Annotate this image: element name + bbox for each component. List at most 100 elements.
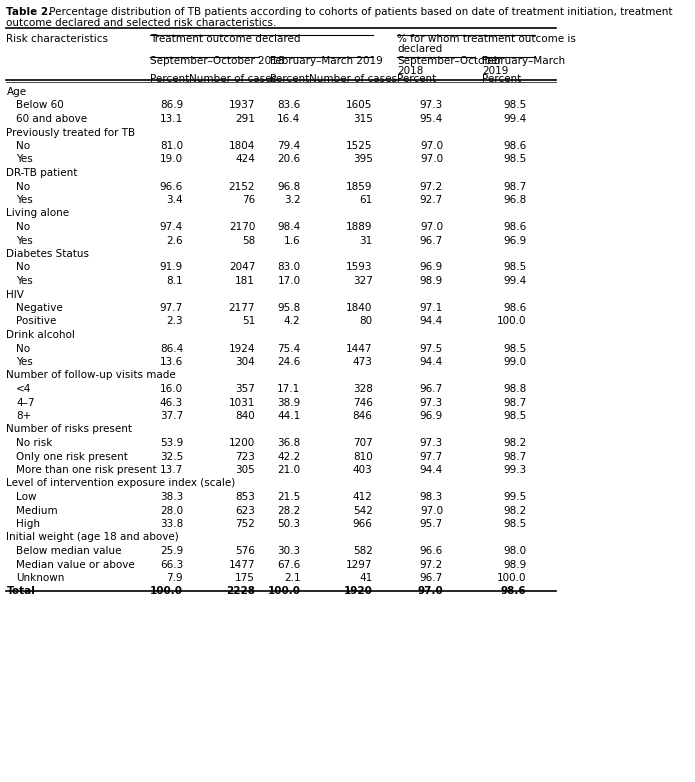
- Text: September–October 2018: September–October 2018: [150, 56, 284, 66]
- Text: 96.7: 96.7: [420, 573, 443, 583]
- Text: 1889: 1889: [346, 222, 373, 232]
- Text: 94.4: 94.4: [420, 317, 443, 327]
- Text: 98.3: 98.3: [420, 492, 443, 502]
- Text: 33.8: 33.8: [160, 519, 183, 529]
- Text: 96.9: 96.9: [420, 411, 443, 421]
- Text: 98.6: 98.6: [503, 222, 527, 232]
- Text: 3.2: 3.2: [284, 195, 300, 205]
- Text: 38.3: 38.3: [160, 492, 183, 502]
- Text: 97.2: 97.2: [420, 181, 443, 192]
- Text: 17.1: 17.1: [277, 384, 300, 394]
- Text: 97.0: 97.0: [420, 505, 443, 515]
- Text: Medium: Medium: [16, 505, 58, 515]
- Text: 752: 752: [236, 519, 255, 529]
- Text: 100.0: 100.0: [497, 317, 527, 327]
- Text: Number of follow-up visits made: Number of follow-up visits made: [6, 371, 177, 381]
- Text: 97.4: 97.4: [160, 222, 183, 232]
- Text: 412: 412: [353, 492, 373, 502]
- Text: 98.5: 98.5: [503, 263, 527, 272]
- Text: 8+: 8+: [16, 411, 31, 421]
- Text: 7.9: 7.9: [166, 573, 183, 583]
- Text: 2170: 2170: [229, 222, 255, 232]
- Text: No: No: [16, 343, 31, 353]
- Text: 2177: 2177: [229, 303, 255, 313]
- Text: Percent: Percent: [150, 74, 189, 84]
- Text: Median value or above: Median value or above: [16, 559, 135, 569]
- Text: 21.5: 21.5: [277, 492, 300, 502]
- Text: Yes: Yes: [16, 276, 33, 286]
- Text: 1840: 1840: [346, 303, 373, 313]
- Text: 97.5: 97.5: [420, 343, 443, 353]
- Text: 28.2: 28.2: [277, 505, 300, 515]
- Text: 98.6: 98.6: [503, 141, 527, 151]
- Text: 81.0: 81.0: [160, 141, 183, 151]
- Text: 92.7: 92.7: [420, 195, 443, 205]
- Text: 100.0: 100.0: [268, 586, 300, 597]
- Text: 327: 327: [353, 276, 373, 286]
- Text: HIV: HIV: [6, 289, 24, 300]
- Text: 25.9: 25.9: [160, 546, 183, 556]
- Text: 291: 291: [236, 114, 255, 124]
- Text: 91.9: 91.9: [160, 263, 183, 272]
- Text: 1477: 1477: [229, 559, 255, 569]
- Text: No: No: [16, 263, 31, 272]
- Text: 99.3: 99.3: [503, 465, 527, 475]
- Text: Only one risk present: Only one risk present: [16, 451, 128, 461]
- Text: DR-TB patient: DR-TB patient: [6, 168, 78, 178]
- Text: No: No: [16, 141, 31, 151]
- Text: 97.3: 97.3: [420, 397, 443, 407]
- Text: 99.5: 99.5: [503, 492, 527, 502]
- Text: 582: 582: [353, 546, 373, 556]
- Text: Percent: Percent: [270, 74, 309, 84]
- Text: 853: 853: [236, 492, 255, 502]
- Text: Percent: Percent: [482, 74, 521, 84]
- Text: Diabetes Status: Diabetes Status: [6, 249, 90, 259]
- Text: No risk: No risk: [16, 438, 53, 448]
- Text: 576: 576: [236, 546, 255, 556]
- Text: 1920: 1920: [344, 586, 373, 597]
- Text: 50.3: 50.3: [277, 519, 300, 529]
- Text: 97.0: 97.0: [420, 141, 443, 151]
- Text: 79.4: 79.4: [277, 141, 300, 151]
- Text: 2152: 2152: [229, 181, 255, 192]
- Text: 42.2: 42.2: [277, 451, 300, 461]
- Text: 95.7: 95.7: [420, 519, 443, 529]
- Text: 473: 473: [353, 357, 373, 367]
- Text: 80: 80: [359, 317, 373, 327]
- Text: 723: 723: [236, 451, 255, 461]
- Text: 98.6: 98.6: [501, 586, 527, 597]
- Text: 13.7: 13.7: [160, 465, 183, 475]
- Text: Risk characteristics: Risk characteristics: [6, 34, 108, 44]
- Text: Level of intervention exposure index (scale): Level of intervention exposure index (sc…: [6, 479, 236, 489]
- Text: outcome declared and selected risk characteristics.: outcome declared and selected risk chara…: [6, 18, 277, 28]
- Text: 16.0: 16.0: [160, 384, 183, 394]
- Text: % for whom treatment outcome is: % for whom treatment outcome is: [397, 34, 575, 44]
- Text: Age: Age: [6, 87, 26, 97]
- Text: September–October: September–October: [397, 56, 502, 66]
- Text: declared: declared: [397, 44, 442, 54]
- Text: 98.9: 98.9: [420, 276, 443, 286]
- Text: 1859: 1859: [346, 181, 373, 192]
- Text: 1525: 1525: [346, 141, 373, 151]
- Text: 99.4: 99.4: [503, 114, 527, 124]
- Text: 37.7: 37.7: [160, 411, 183, 421]
- Text: 840: 840: [236, 411, 255, 421]
- Text: 1297: 1297: [346, 559, 373, 569]
- Text: 98.5: 98.5: [503, 155, 527, 164]
- Text: 98.2: 98.2: [503, 505, 527, 515]
- Text: 1.6: 1.6: [284, 235, 300, 246]
- Text: 83.0: 83.0: [277, 263, 300, 272]
- Text: 2047: 2047: [229, 263, 255, 272]
- Text: 357: 357: [236, 384, 255, 394]
- Text: 94.4: 94.4: [420, 465, 443, 475]
- Text: 97.3: 97.3: [420, 438, 443, 448]
- Text: 1031: 1031: [229, 397, 255, 407]
- Text: 305: 305: [236, 465, 255, 475]
- Text: 96.9: 96.9: [503, 235, 527, 246]
- Text: 424: 424: [236, 155, 255, 164]
- Text: 623: 623: [236, 505, 255, 515]
- Text: 175: 175: [236, 573, 255, 583]
- Text: 51: 51: [242, 317, 255, 327]
- Text: 44.1: 44.1: [277, 411, 300, 421]
- Text: February–March: February–March: [482, 56, 565, 66]
